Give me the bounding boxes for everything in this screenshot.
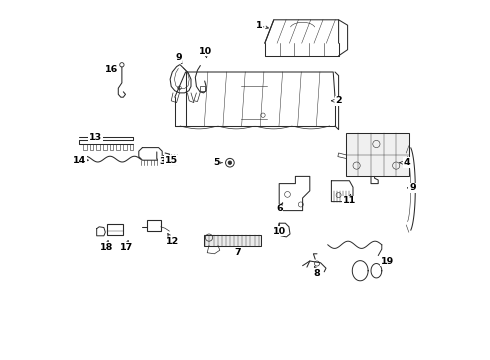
Text: 1: 1 xyxy=(256,21,263,30)
Bar xyxy=(147,220,161,231)
Text: 6: 6 xyxy=(276,204,283,213)
Text: 14: 14 xyxy=(73,156,86,165)
Text: 10: 10 xyxy=(272,227,286,236)
Text: 5: 5 xyxy=(213,158,220,167)
Text: 3: 3 xyxy=(159,157,166,166)
Text: 7: 7 xyxy=(235,248,241,257)
Text: 18: 18 xyxy=(99,243,113,252)
Text: 10: 10 xyxy=(199,46,212,55)
Text: 9: 9 xyxy=(175,53,182,62)
Text: 15: 15 xyxy=(165,156,178,165)
Bar xyxy=(107,224,122,235)
Bar xyxy=(346,133,409,176)
Text: 12: 12 xyxy=(167,238,180,246)
Text: 17: 17 xyxy=(120,243,133,252)
Text: 16: 16 xyxy=(105,65,119,74)
Text: 19: 19 xyxy=(381,256,394,265)
Text: 9: 9 xyxy=(409,184,416,192)
Bar xyxy=(199,86,205,91)
Text: 11: 11 xyxy=(343,197,356,205)
Bar xyxy=(204,235,261,246)
Text: 13: 13 xyxy=(89,133,102,142)
Text: 4: 4 xyxy=(404,158,410,167)
Text: 2: 2 xyxy=(335,96,342,105)
Bar xyxy=(163,155,177,164)
Circle shape xyxy=(228,161,232,165)
Text: 8: 8 xyxy=(314,269,320,278)
